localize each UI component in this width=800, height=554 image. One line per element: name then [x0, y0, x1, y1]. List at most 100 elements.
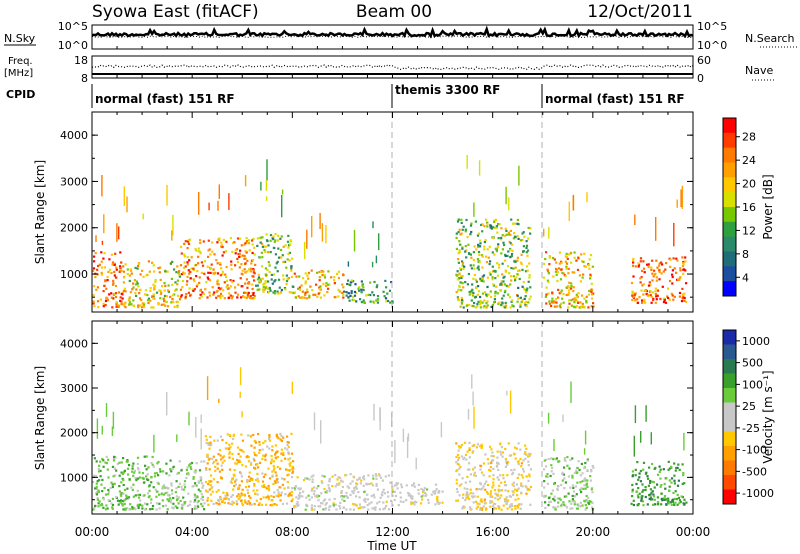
data-cell — [267, 487, 271, 490]
colorbar-segment — [723, 266, 736, 282]
data-cell — [499, 289, 502, 292]
data-cell — [111, 507, 114, 510]
colorbar-segment — [723, 177, 736, 193]
data-cell — [639, 260, 642, 263]
data-cell — [355, 487, 358, 490]
data-cell — [471, 288, 474, 291]
data-cell — [169, 468, 172, 471]
data-cell — [632, 295, 635, 298]
data-cell — [207, 271, 210, 274]
colorbar-tick-label: -25 — [742, 422, 760, 435]
data-cell — [349, 482, 352, 485]
data-cell — [413, 503, 416, 506]
data-cell — [99, 469, 102, 472]
data-cell — [396, 482, 400, 485]
data-cell — [245, 296, 248, 299]
data-cell — [128, 296, 131, 299]
data-cell — [631, 290, 634, 293]
data-cell — [376, 488, 379, 491]
data-cell — [159, 266, 162, 269]
data-cell — [233, 469, 236, 472]
data-cell — [241, 464, 244, 467]
data-cell — [508, 240, 511, 243]
data-cell — [147, 478, 150, 482]
data-cell — [491, 303, 494, 307]
data-cell — [208, 480, 211, 483]
data-cell — [286, 441, 289, 444]
data-cell — [298, 275, 301, 278]
x-tick-label: 00:00 — [75, 525, 110, 539]
data-cell — [576, 268, 580, 271]
data-cell — [345, 495, 348, 498]
data-cell — [314, 495, 317, 498]
data-cell — [204, 288, 207, 291]
data-cell — [363, 490, 366, 494]
data-cell — [205, 490, 208, 493]
data-cell — [491, 459, 495, 462]
data-cell — [351, 490, 354, 493]
data-streak — [572, 195, 574, 211]
data-cell — [198, 469, 202, 472]
data-cell — [244, 271, 247, 274]
data-cell — [258, 440, 261, 444]
data-cell — [121, 500, 125, 503]
data-cell — [505, 229, 508, 232]
data-cell — [258, 502, 261, 505]
data-cell — [567, 285, 570, 288]
data-cell — [256, 237, 259, 240]
data-cell — [527, 280, 530, 283]
data-cell — [122, 508, 125, 511]
data-cell — [327, 270, 330, 273]
data-cell — [479, 303, 482, 306]
data-cell — [358, 286, 361, 289]
data-cell — [362, 475, 365, 478]
data-cell — [111, 306, 114, 309]
data-cell — [480, 500, 484, 503]
data-cell — [480, 443, 483, 446]
data-cell — [489, 500, 492, 503]
nsearch-trace — [91, 35, 694, 39]
data-cell — [516, 489, 519, 492]
data-cell — [154, 488, 157, 491]
data-cell — [366, 498, 369, 501]
data-cell — [525, 453, 528, 456]
data-cell — [127, 496, 131, 499]
data-cell — [500, 446, 503, 449]
data-cell — [299, 487, 302, 490]
data-cell — [247, 500, 250, 503]
data-cell — [362, 484, 365, 487]
data-cell — [360, 291, 363, 294]
data-cell — [117, 503, 120, 506]
data-cell — [184, 295, 187, 298]
data-cell — [663, 495, 667, 498]
data-cell — [479, 306, 482, 309]
data-cell — [561, 471, 564, 474]
data-cell — [493, 220, 496, 223]
data-cell — [241, 254, 244, 257]
data-cell — [497, 505, 500, 508]
data-cell — [669, 258, 672, 261]
data-cell — [289, 464, 292, 467]
data-cell — [562, 292, 565, 296]
data-cell — [490, 461, 493, 464]
data-cell — [247, 485, 250, 488]
data-cell — [116, 462, 119, 465]
data-streak — [509, 390, 512, 414]
data-cell — [517, 286, 520, 289]
data-cell — [589, 254, 593, 257]
data-cell — [511, 243, 514, 246]
data-cell — [375, 286, 378, 289]
data-cell — [494, 292, 497, 295]
data-cell — [638, 472, 641, 475]
data-cell — [475, 507, 478, 510]
data-cell — [520, 484, 523, 487]
data-cell — [176, 306, 179, 309]
data-cell — [472, 291, 475, 294]
nave-label: Nave — [745, 64, 773, 77]
data-cell — [330, 276, 333, 279]
data-cell — [193, 288, 196, 291]
data-cell — [104, 280, 107, 283]
data-cell — [253, 246, 256, 249]
data-cell — [123, 502, 126, 505]
data-cell — [500, 252, 503, 255]
